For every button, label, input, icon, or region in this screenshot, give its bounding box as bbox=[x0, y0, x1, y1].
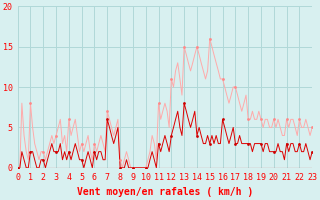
X-axis label: Vent moyen/en rafales ( km/h ): Vent moyen/en rafales ( km/h ) bbox=[77, 187, 253, 197]
